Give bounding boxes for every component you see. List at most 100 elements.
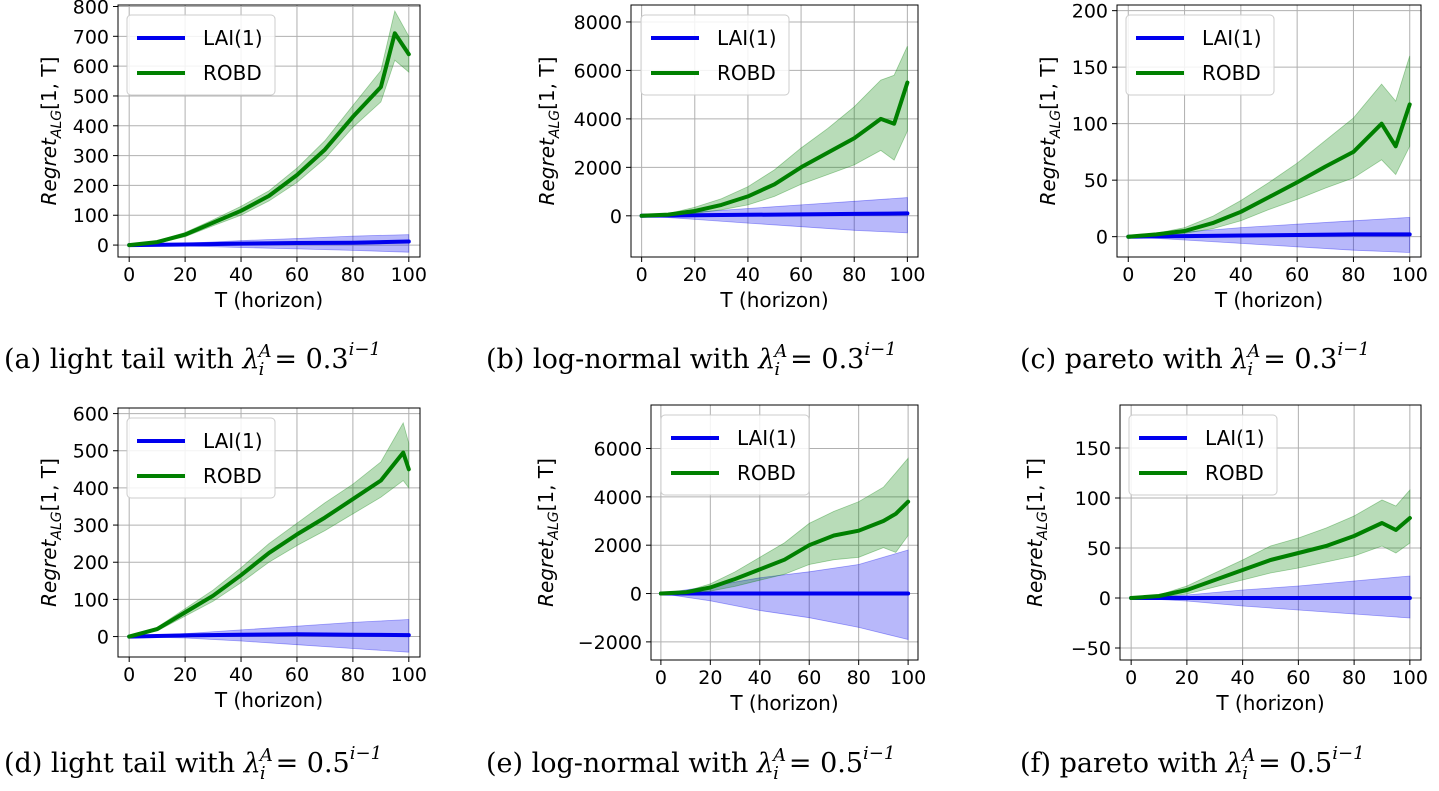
- x-tick-label: 0: [123, 264, 135, 286]
- caption-math-sub-i: i: [1247, 359, 1253, 380]
- x-tick-label: 40: [229, 264, 253, 286]
- series-line-lai: [1126, 232, 1412, 239]
- caption-exponent: i−1: [1332, 743, 1364, 764]
- y-tick-label: −50: [1071, 638, 1111, 660]
- legend-label-robd: ROBD: [1205, 461, 1264, 485]
- plot-frame: [117, 4, 421, 258]
- chart-panel-c: 0 20 40 60 80 100 0 50 100 150 200 T (horizon) Regre…: [1036, 1, 1428, 312]
- x-tick-label: 100: [1392, 667, 1428, 689]
- series-line-robd: [1126, 102, 1412, 239]
- caption-math-lambda: λ: [1225, 748, 1243, 779]
- caption-f: (f) pareto with λA i = 0.5i−1: [1020, 743, 1365, 784]
- series-line-robd: [127, 450, 411, 639]
- plot-frame: [117, 407, 421, 658]
- caption-math-sub-i: i: [1242, 763, 1248, 784]
- y-tick-label: 0: [1096, 227, 1108, 249]
- legend-label-robd: ROBD: [717, 61, 776, 85]
- caption-math-sub-i: i: [259, 359, 265, 380]
- caption-math-sub-i: i: [773, 763, 779, 784]
- caption-math-sup-a: A: [771, 745, 786, 766]
- series-line-lai: [127, 239, 411, 248]
- y-tick-label: 100: [73, 205, 109, 227]
- legend: LAI(1) ROBD: [1125, 14, 1275, 96]
- caption-a: (a) light tail with λA i = 0.3i−1: [4, 339, 381, 380]
- legend-label-lai: LAI(1): [1202, 26, 1262, 50]
- caption-math-sup-a: A: [772, 341, 787, 362]
- chart-panel-d: 0 20 40 60 80 100 0 100 200 300 400 500 600 T (horizo…: [37, 404, 427, 712]
- series-line-robd: [658, 499, 911, 596]
- y-title-main: Regret: [37, 137, 61, 205]
- x-axis-title: T (horizon): [719, 288, 828, 312]
- caption-text: (e) log-normal with: [486, 748, 757, 779]
- y-title-sub: ALG: [546, 511, 562, 540]
- caption-math-eq: =: [1263, 344, 1294, 375]
- caption-lambda-base: 0.3: [306, 344, 349, 375]
- plot-frame: [1119, 404, 1422, 661]
- chart-panel-f: 0 20 40 60 80 100 −50 0 50 100 150 T (horizon) Regre…: [1023, 404, 1428, 715]
- x-tick-label: 100: [1392, 264, 1428, 286]
- chart-panel-e: 0 20 40 60 80 100 −2000 0 2000 4000 6000 T (horizon…: [534, 404, 926, 715]
- y-tick-label: 400: [73, 116, 109, 138]
- x-tick-label: 80: [847, 667, 871, 689]
- x-tick-label: 60: [1285, 264, 1309, 286]
- y-tick-label: 6000: [574, 60, 622, 82]
- y-tick-label: 200: [73, 552, 109, 574]
- series-line-robd: [127, 31, 411, 248]
- x-tick-label: 20: [1175, 667, 1199, 689]
- y-title-args: [1, T]: [37, 57, 61, 110]
- legend: LAI(1) ROBD: [1128, 414, 1278, 496]
- series-line-robd: [1129, 516, 1412, 600]
- y-tick-label: 200: [1072, 1, 1108, 23]
- legend-label-lai: LAI(1): [203, 26, 263, 50]
- y-tick-label: 150: [1072, 57, 1108, 79]
- y-tick-label: 150: [1075, 438, 1111, 460]
- y-axis-title: RegretALG[1, T]: [535, 57, 563, 206]
- x-tick-label: 40: [229, 664, 253, 686]
- y-tick-label: 500: [73, 86, 109, 108]
- y-tick-label: 8000: [574, 12, 622, 34]
- confidence-band-robd: [1128, 55, 1411, 238]
- y-tick-label: 400: [73, 478, 109, 500]
- x-axis-title: T (horizon): [214, 688, 323, 712]
- y-tick-label: −2000: [578, 632, 642, 654]
- x-axis-title: T (horizon): [214, 288, 323, 312]
- x-tick-label: 80: [341, 264, 365, 286]
- caption-c: (c) pareto with λA i = 0.3i−1: [1020, 339, 1370, 380]
- legend: LAI(1) ROBD: [126, 14, 276, 96]
- caption-text: (c) pareto with: [1020, 344, 1231, 375]
- x-tick-label: 80: [1342, 667, 1366, 689]
- y-title-sub: ALG: [49, 110, 65, 139]
- caption-math-lambda: λ: [756, 748, 774, 779]
- confidence-band-robd: [660, 457, 909, 594]
- caption-lambda-base: 0.3: [1294, 344, 1337, 375]
- legend: LAI(1) ROBD: [660, 414, 810, 496]
- caption-lambda-base: 0.3: [821, 344, 864, 375]
- x-tick-label: 20: [1172, 264, 1196, 286]
- y-title-args: [1, T]: [1036, 57, 1060, 110]
- caption-exponent: i−1: [863, 743, 895, 764]
- caption-math-sup-a: A: [1245, 341, 1260, 362]
- legend-label-robd: ROBD: [737, 461, 796, 485]
- y-tick-label: 0: [1099, 588, 1111, 610]
- legend-label-lai: LAI(1): [717, 26, 777, 50]
- y-title-sub: ALG: [1035, 511, 1051, 540]
- y-tick-label: 300: [73, 515, 109, 537]
- y-tick-label: 100: [73, 589, 109, 611]
- x-tick-label: 80: [341, 664, 365, 686]
- caption-math-eq: =: [274, 344, 305, 375]
- legend-label-lai: LAI(1): [737, 426, 797, 450]
- x-tick-label: 40: [1231, 667, 1255, 689]
- x-tick-label: 0: [1125, 667, 1137, 689]
- caption-math-eq: =: [1258, 748, 1289, 779]
- y-tick-label: 200: [73, 175, 109, 197]
- caption-math-eq: =: [790, 344, 821, 375]
- y-tick-label: 300: [73, 146, 109, 168]
- caption-math-sub-i: i: [260, 763, 266, 784]
- plot-frame: [1116, 4, 1422, 258]
- caption-math-lambda: λ: [1230, 344, 1248, 375]
- caption-math-sub-i: i: [774, 359, 780, 380]
- caption-math-sup-a: A: [1240, 745, 1255, 766]
- caption-b: (b) log-normal with λA i = 0.3i−1: [486, 339, 897, 380]
- caption-exponent: i−1: [350, 743, 382, 764]
- caption-text: (d) light tail with: [4, 748, 244, 779]
